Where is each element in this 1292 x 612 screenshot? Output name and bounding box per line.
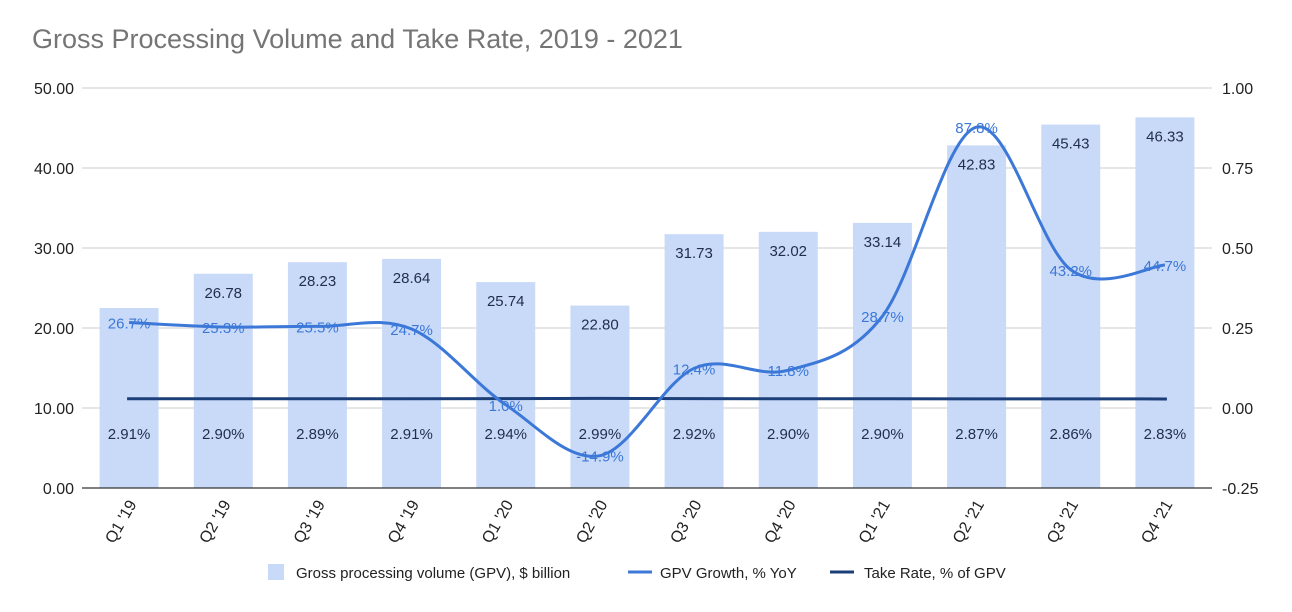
bar-value-label: 26.78 [204, 285, 242, 302]
bar-value-label: 42.83 [958, 156, 996, 173]
growth-label: 24.7% [390, 322, 433, 339]
bar [193, 273, 253, 488]
bar [852, 222, 912, 488]
data-labels: 26.78 28.23 28.64 25.74 22.80 31.73 32.02 33.14… [108, 120, 1186, 466]
take-rate-label: 2.91% [108, 426, 151, 443]
x-tick-label: Q3 '20 [668, 497, 706, 546]
take-rate-label: 2.87% [955, 426, 998, 443]
x-tick-label: Q2 '20 [573, 497, 611, 546]
bar-value-label: 22.80 [581, 317, 619, 334]
legend-label-gpv: Gross processing volume (GPV), $ billion [296, 565, 570, 582]
take-rate-label: 2.90% [767, 426, 810, 443]
x-tick-label: Q4 '21 [1138, 497, 1176, 546]
take-rate-label: 2.90% [202, 426, 245, 443]
y-left-tick-label: 50.00 [34, 81, 74, 98]
growth-line [129, 125, 1166, 458]
y-right-tick-label: 0.75 [1222, 161, 1253, 178]
bar [570, 305, 630, 488]
x-tick-label: Q3 '19 [291, 497, 329, 546]
y-left-tick-label: 40.00 [34, 161, 74, 178]
take-rate-label: 2.89% [296, 426, 339, 443]
y-right-tick-label: -0.25 [1222, 481, 1259, 498]
take-rate-series [127, 396, 1167, 401]
bar-value-label: 25.74 [487, 293, 525, 310]
y-left-tick-label: 20.00 [34, 321, 74, 338]
x-tick-label: Q2 '21 [950, 497, 988, 546]
take-rate-label: 2.90% [861, 426, 904, 443]
x-tick-label: Q3 '21 [1044, 497, 1082, 546]
x-tick-label: Q1 '19 [103, 497, 141, 546]
bar [1135, 117, 1195, 489]
legend-swatch-gpv [268, 564, 284, 580]
growth-label: 1.0% [489, 398, 523, 415]
y-right-tick-label: 1.00 [1222, 81, 1253, 98]
x-axis: Q1 '19 Q2 '19 Q3 '19 Q4 '19 Q1 '20 Q2 '20 Q3 '… [82, 487, 1212, 546]
growth-label: 25.3% [202, 320, 245, 337]
bar [664, 234, 724, 488]
left-axis: 0.00 10.00 20.00 30.00 40.00 50.00 [34, 81, 74, 498]
x-tick-label: Q1 '21 [856, 497, 894, 546]
bar [382, 258, 442, 488]
bar-value-label: 33.14 [864, 234, 902, 251]
growth-label: 28.7% [861, 309, 904, 326]
take-rate-line [127, 396, 1167, 401]
bar [476, 282, 536, 488]
x-tick-label: Q4 '20 [762, 497, 800, 546]
take-rate-label: 2.99% [579, 426, 622, 443]
bar-value-label: 45.43 [1052, 136, 1090, 153]
take-rate-label: 2.86% [1049, 426, 1092, 443]
growth-label: -14.9% [576, 449, 624, 466]
bar [947, 145, 1007, 489]
y-left-tick-label: 30.00 [34, 241, 74, 258]
x-tick-label: Q2 '19 [197, 497, 235, 546]
growth-label: 11.8% [768, 363, 809, 380]
growth-label: 25.5% [296, 319, 339, 336]
bar-value-label: 46.33 [1146, 128, 1184, 145]
growth-label: 43.2% [1049, 263, 1092, 280]
growth-label: 26.7% [108, 316, 151, 333]
y-right-tick-label: 0.25 [1222, 321, 1253, 338]
chart-title: Gross Processing Volume and Take Rate, 2… [32, 24, 683, 54]
bar-value-label: 32.02 [769, 243, 807, 260]
legend: Gross processing volume (GPV), $ billion… [268, 564, 1006, 582]
y-left-tick-label: 0.00 [43, 481, 74, 498]
bar-series [99, 117, 1195, 489]
bar [287, 262, 347, 488]
y-right-tick-label: 0.50 [1222, 241, 1253, 258]
bar [1041, 124, 1101, 488]
growth-series [129, 125, 1166, 458]
x-tick-label: Q1 '20 [479, 497, 517, 546]
bar-value-label: 31.73 [675, 245, 713, 262]
x-tick-label: Q4 '19 [385, 497, 423, 546]
growth-label: 12.4% [673, 361, 716, 378]
take-rate-label: 2.94% [484, 426, 527, 443]
legend-label-growth: GPV Growth, % YoY [660, 565, 797, 582]
y-right-tick-label: 0.00 [1222, 401, 1253, 418]
take-rate-label: 2.91% [390, 426, 433, 443]
y-left-tick-label: 10.00 [34, 401, 74, 418]
bar-value-label: 28.64 [393, 270, 431, 287]
right-axis: -0.25 0.00 0.25 0.50 0.75 1.00 [1222, 81, 1259, 498]
growth-label: 87.8% [955, 120, 998, 137]
bar [758, 231, 818, 488]
growth-label: 44.7% [1144, 258, 1187, 275]
legend-label-take-rate: Take Rate, % of GPV [864, 565, 1006, 582]
take-rate-label: 2.83% [1144, 426, 1187, 443]
take-rate-label: 2.92% [673, 426, 716, 443]
bar-value-label: 28.23 [299, 273, 337, 290]
